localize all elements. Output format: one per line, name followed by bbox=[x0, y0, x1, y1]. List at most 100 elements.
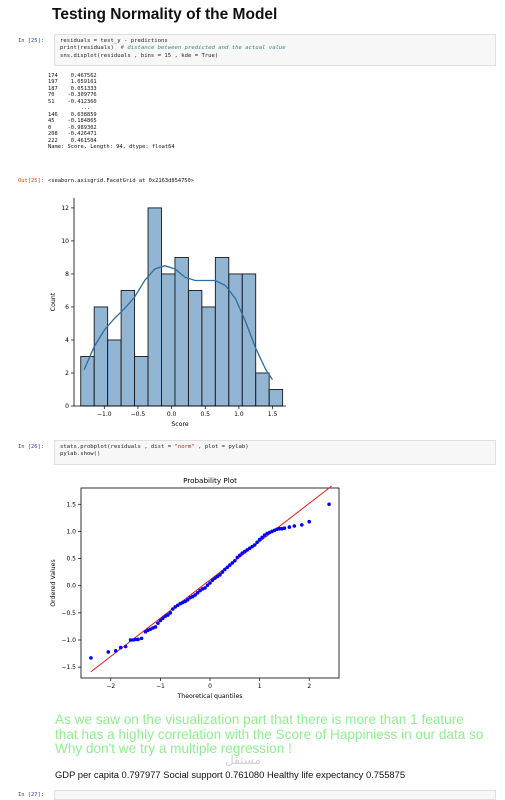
data-point bbox=[233, 558, 237, 563]
correlation-output: GDP per capita 0.797977 Social support 0… bbox=[55, 769, 406, 780]
y-tick-label: 0.0 bbox=[66, 583, 76, 590]
data-point bbox=[106, 650, 111, 654]
code-line: print(residuals) bbox=[60, 45, 114, 52]
data-point bbox=[260, 535, 264, 540]
data-point bbox=[168, 611, 173, 615]
data-point bbox=[237, 553, 242, 558]
series-row: 174 0.467562 bbox=[48, 73, 97, 79]
series-row: 0 -0.989302 bbox=[48, 124, 97, 131]
facetgrid-repr: <seaborn.axisgrid.FacetGrid at 0x2163d85… bbox=[48, 178, 195, 184]
y-tick-label: 0.5 bbox=[66, 556, 76, 563]
data-point bbox=[230, 561, 235, 565]
histogram-bar bbox=[214, 256, 230, 407]
data-point bbox=[203, 586, 207, 590]
y-axis-label: Count bbox=[50, 292, 57, 311]
histogram-bar bbox=[134, 356, 149, 407]
kde-curve bbox=[83, 265, 274, 380]
y-tick-label: 12 bbox=[61, 205, 69, 212]
data-point bbox=[113, 649, 118, 653]
x-tick-label: 0 bbox=[208, 683, 212, 690]
series-row: 208 -0.426471 bbox=[48, 131, 97, 138]
data-point bbox=[277, 526, 282, 531]
data-point bbox=[228, 563, 232, 567]
watermark-text: مستقل bbox=[225, 753, 261, 767]
histogram-bar bbox=[268, 389, 284, 407]
code-line: stats.probplot(residuals , dist = bbox=[60, 444, 175, 450]
series-row: 146 0.638859 bbox=[48, 111, 97, 118]
code-cell-26[interactable]: stats.probplot(residuals , dist = "norm"… bbox=[54, 440, 496, 465]
y-tick-label: −0.5 bbox=[61, 610, 76, 617]
histogram-bar bbox=[147, 207, 162, 407]
histogram-bar bbox=[241, 273, 257, 407]
x-tick-label: 0.0 bbox=[167, 411, 177, 418]
histogram-bar bbox=[161, 273, 176, 407]
data-point bbox=[327, 502, 331, 507]
data-point bbox=[156, 621, 160, 625]
section-heading: Testing Normality of the Model bbox=[52, 6, 278, 23]
code-cell-27[interactable] bbox=[54, 790, 496, 800]
data-point bbox=[225, 565, 230, 570]
series-row: 197 1.059161 bbox=[48, 79, 97, 86]
data-point bbox=[210, 578, 215, 583]
fit-line bbox=[90, 485, 332, 673]
residuals-histogram: 0 2 4 6 8 10 12 −1.0 −0.5 0.0 0.5 1.0 1.5 Score Count bbox=[50, 198, 286, 428]
x-tick-label: −2 bbox=[106, 683, 115, 690]
cell-25-input-prompt: In [25]: bbox=[18, 38, 44, 44]
data-point bbox=[195, 590, 200, 595]
series-row: ... bbox=[48, 105, 91, 112]
data-point bbox=[220, 570, 225, 574]
data-point bbox=[89, 656, 93, 660]
series-row: 222 0.461504 bbox=[48, 137, 97, 144]
x-axis-label: Theoretical quantiles bbox=[177, 693, 243, 700]
code-cell-25[interactable]: residuals = test_y - predictions print(r… bbox=[54, 34, 496, 66]
x-tick-label: 1 bbox=[258, 683, 262, 690]
histogram-bar bbox=[187, 289, 203, 407]
cell-26-input-prompt: In [26]: bbox=[18, 444, 44, 450]
x-tick-label: 1.0 bbox=[234, 411, 244, 418]
data-point bbox=[255, 540, 259, 545]
data-point bbox=[136, 637, 140, 642]
x-tick-label: −0.5 bbox=[131, 411, 146, 418]
data-point bbox=[223, 567, 227, 572]
x-tick-label: 0.5 bbox=[200, 411, 210, 418]
data-point bbox=[208, 581, 212, 585]
histogram-bar bbox=[228, 273, 243, 407]
data-point bbox=[128, 638, 133, 642]
histogram-bar bbox=[80, 356, 95, 407]
data-point bbox=[185, 598, 190, 602]
series-row: 187 0.051333 bbox=[48, 85, 97, 92]
histogram-bar bbox=[174, 256, 189, 407]
x-axis-label: Score bbox=[171, 421, 189, 428]
data-point bbox=[257, 537, 262, 542]
y-tick-label: −1.5 bbox=[61, 664, 76, 671]
cell-25-output-prompt: Out[25]: bbox=[18, 178, 44, 184]
code-string: "norm" bbox=[174, 444, 195, 450]
data-point bbox=[282, 526, 287, 530]
cell-27-input-prompt: In [27]: bbox=[18, 792, 44, 798]
data-point bbox=[170, 607, 175, 611]
y-tick-label: 1.5 bbox=[66, 501, 76, 508]
x-tick-label: −1 bbox=[156, 683, 165, 690]
histogram-bar bbox=[93, 306, 109, 407]
markdown-cell: As we saw on the visualization part that… bbox=[55, 712, 484, 757]
series-row: 45 -0.184865 bbox=[48, 118, 97, 125]
y-tick-label: 1.0 bbox=[66, 528, 76, 535]
data-point bbox=[123, 644, 128, 649]
series-row: 70 -0.309776 bbox=[48, 92, 97, 99]
y-tick-label: 0 bbox=[65, 403, 69, 410]
data-point bbox=[218, 573, 222, 577]
y-tick-label: 10 bbox=[61, 238, 69, 245]
data-point bbox=[118, 645, 123, 650]
code-line: , plot = pylab) bbox=[194, 444, 249, 450]
series-footer: Name: Score, Length: 94, dtype: float64 bbox=[48, 143, 175, 150]
code-comment: # distance between predicted and the act… bbox=[120, 45, 286, 52]
plot-title: Probability Plot bbox=[183, 476, 237, 485]
data-point bbox=[166, 613, 170, 617]
y-tick-label: 2 bbox=[65, 370, 69, 377]
data-point bbox=[299, 523, 304, 527]
code-line: residuals = test_y - predictions bbox=[60, 38, 168, 44]
histogram-bar bbox=[120, 289, 136, 407]
histogram-bar bbox=[255, 372, 270, 407]
x-tick-label: 2 bbox=[307, 683, 311, 690]
series-output: 174 0.467562 197 1.059161 187 0.051333 7… bbox=[48, 73, 175, 150]
